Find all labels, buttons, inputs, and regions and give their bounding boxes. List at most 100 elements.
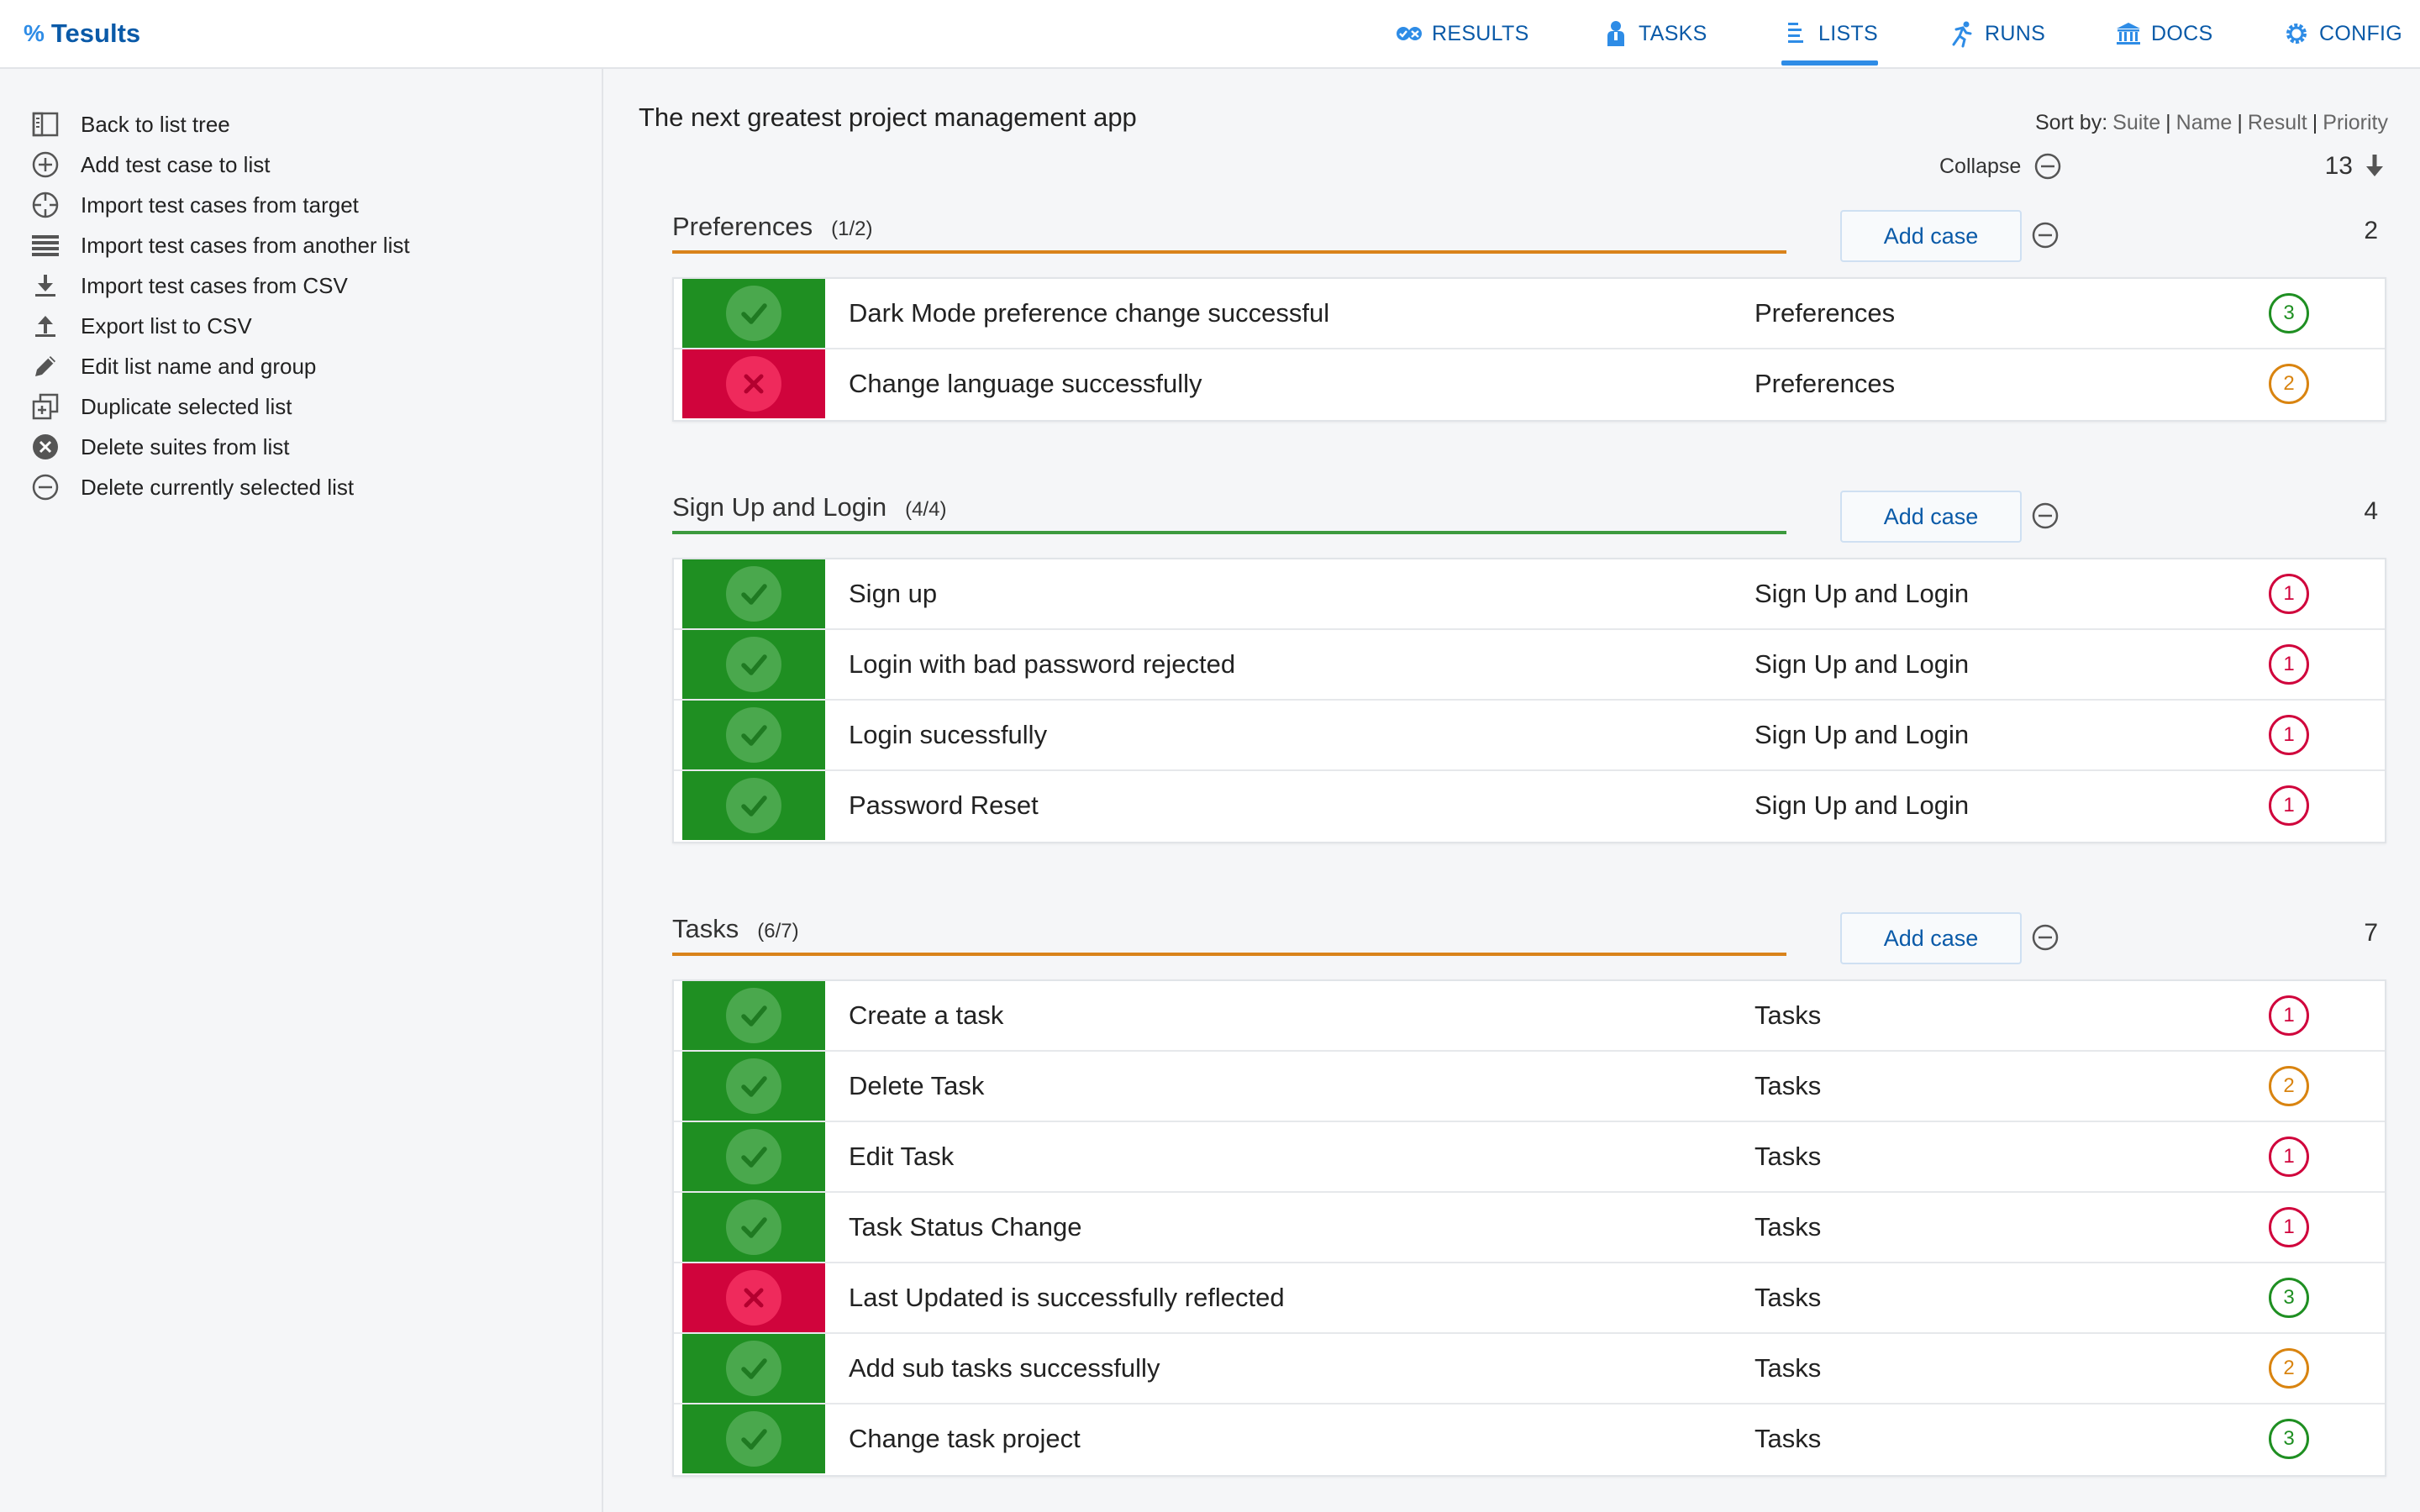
check-icon	[741, 654, 767, 675]
priority-badge: 1	[2269, 785, 2309, 826]
case-name[interactable]: Change task project	[849, 1424, 1081, 1453]
suite-header: Preferences (1/2) Add case 2	[672, 210, 2386, 277]
sidebar-item-edit-list[interactable]: Edit list name and group	[30, 349, 316, 383]
arrow-down-icon[interactable]	[2363, 153, 2386, 180]
nav-tasks[interactable]: TASKS	[1602, 0, 1707, 67]
priority-badge: 1	[2269, 715, 2309, 755]
sort-option-suite[interactable]: Suite	[2112, 111, 2161, 134]
suite-collapse-button[interactable]	[2030, 220, 2060, 250]
results-icon	[1397, 27, 1422, 40]
case-name[interactable]: Password Reset	[849, 790, 1039, 820]
case-name[interactable]: Edit Task	[849, 1142, 955, 1171]
priority-badge: 3	[2269, 1278, 2309, 1318]
suite-title[interactable]: Tasks (6/7)	[672, 914, 799, 944]
app-brand[interactable]: % Tesults	[24, 17, 140, 50]
status-circle	[726, 1411, 781, 1467]
minus-circle-icon	[2032, 222, 2059, 249]
suite-collapse-button[interactable]	[2030, 501, 2060, 531]
case-name[interactable]: Create a task	[849, 1000, 1004, 1030]
sidebar-item-back-to-list-tree[interactable]: Back to list tree	[30, 108, 230, 141]
sort-option-result[interactable]: Result	[2247, 111, 2307, 134]
case-row[interactable]: Create a task Tasks 1	[674, 981, 2385, 1052]
case-row[interactable]: Change task project Tasks 3	[674, 1404, 2385, 1475]
nav-config[interactable]: CONFIG	[2282, 0, 2402, 67]
case-row[interactable]: Add sub tasks successfully Tasks 2	[674, 1334, 2385, 1404]
suite-divider	[672, 953, 1786, 956]
sort-controls: Sort by: Suite | Name | Result | Priorit…	[2035, 111, 2388, 135]
suite-name: Sign Up and Login	[672, 492, 887, 522]
add-case-button[interactable]: Add case	[1840, 491, 2022, 543]
sort-option-name[interactable]: Name	[2175, 111, 2233, 134]
sidebar-item-delete-list[interactable]: Delete currently selected list	[30, 470, 354, 504]
minus-circle-icon	[2032, 924, 2059, 951]
suite-title[interactable]: Preferences (1/2)	[672, 212, 873, 242]
check-icon	[741, 1429, 767, 1450]
case-name[interactable]: Dark Mode preference change successful	[849, 298, 1330, 328]
case-row[interactable]: Last Updated is successfully reflected Ta…	[674, 1263, 2385, 1334]
status-circle	[726, 1200, 781, 1255]
sidebar-item-delete-suites[interactable]: Delete suites from list	[30, 430, 290, 464]
add-case-button[interactable]: Add case	[1840, 210, 2022, 262]
case-name[interactable]: Add sub tasks successfully	[849, 1353, 1160, 1383]
main-content: The next greatest project management app…	[605, 69, 2420, 1512]
collapse-all-button[interactable]: Collapse	[1939, 150, 2063, 183]
case-suite: Tasks	[1754, 1353, 1822, 1383]
case-name[interactable]: Login sucessfully	[849, 720, 1048, 749]
status-pass	[682, 1052, 825, 1121]
case-name[interactable]: Login with bad password rejected	[849, 649, 1236, 679]
check-icon	[741, 1358, 767, 1379]
nav-results[interactable]: RESULTS	[1395, 0, 1529, 67]
sidebar-item-label: Import test cases from target	[81, 192, 359, 218]
nav-config-label: CONFIG	[2319, 21, 2403, 45]
total-count-value: 13	[2324, 152, 2353, 180]
sort-option-priority[interactable]: Priority	[2323, 111, 2388, 134]
case-row[interactable]: Delete Task Tasks 2	[674, 1052, 2385, 1122]
minus-circle-icon	[32, 474, 59, 501]
suite-divider	[672, 250, 1786, 254]
case-row[interactable]: Dark Mode preference change successful Pr…	[674, 279, 2385, 349]
sidebar-item-import-from-target[interactable]: Import test cases from target	[30, 188, 359, 222]
add-case-button[interactable]: Add case	[1840, 912, 2022, 964]
nav-lists[interactable]: LISTS	[1781, 0, 1878, 67]
case-row[interactable]: Login sucessfully Sign Up and Login 1	[674, 701, 2385, 771]
case-row[interactable]: Task Status Change Tasks 1	[674, 1193, 2385, 1263]
status-pass	[682, 559, 825, 628]
list-lines-icon	[32, 235, 59, 256]
case-name[interactable]: Task Status Change	[849, 1212, 1082, 1242]
case-name[interactable]: Delete Task	[849, 1071, 985, 1100]
suite-title[interactable]: Sign Up and Login (4/4)	[672, 492, 946, 522]
priority-badge: 1	[2269, 995, 2309, 1036]
suite-name: Preferences	[672, 212, 813, 241]
case-row[interactable]: Sign up Sign Up and Login 1	[674, 559, 2385, 630]
case-name[interactable]: Sign up	[849, 579, 938, 608]
sidebar-item-export-to-csv[interactable]: Export list to CSV	[30, 309, 252, 343]
case-name[interactable]: Change language successfully	[849, 369, 1202, 398]
case-suite: Tasks	[1754, 1283, 1822, 1312]
nav-docs[interactable]: DOCS	[2114, 0, 2212, 67]
sidebar-panel-icon	[32, 112, 59, 137]
sort-separator: |	[2165, 111, 2171, 134]
status-fail	[682, 349, 825, 418]
check-icon	[741, 303, 767, 324]
total-count: 13	[2325, 150, 2386, 183]
case-suite: Tasks	[1754, 1424, 1822, 1453]
sidebar-item-import-from-csv[interactable]: Import test cases from CSV	[30, 269, 348, 302]
case-row[interactable]: Login with bad password rejected Sign Up …	[674, 630, 2385, 701]
case-row[interactable]: Edit Task Tasks 1	[674, 1122, 2385, 1193]
sidebar-item-label: Import test cases from CSV	[81, 272, 348, 298]
case-name[interactable]: Last Updated is successfully reflected	[849, 1283, 1285, 1312]
status-circle	[726, 637, 781, 692]
suite-collapse-button[interactable]	[2030, 922, 2060, 953]
sidebar-item-add-test-case[interactable]: Add test case to list	[30, 148, 270, 181]
pencil-icon	[35, 356, 55, 376]
x-icon	[744, 374, 764, 394]
sidebar-item-duplicate-list[interactable]: Duplicate selected list	[30, 390, 292, 423]
status-pass	[682, 1334, 825, 1403]
nav-runs[interactable]: RUNS	[1948, 0, 2045, 67]
case-row[interactable]: Change language successfully Preferences 2	[674, 349, 2385, 420]
sidebar-item-import-from-list[interactable]: Import test cases from another list	[30, 228, 410, 262]
status-pass	[682, 1404, 825, 1473]
case-list: Create a task Tasks 1 Delete Task Tasks 2 Edit…	[672, 979, 2386, 1477]
case-row[interactable]: Password Reset Sign Up and Login 1	[674, 771, 2385, 842]
case-suite: Sign Up and Login	[1754, 720, 1970, 749]
